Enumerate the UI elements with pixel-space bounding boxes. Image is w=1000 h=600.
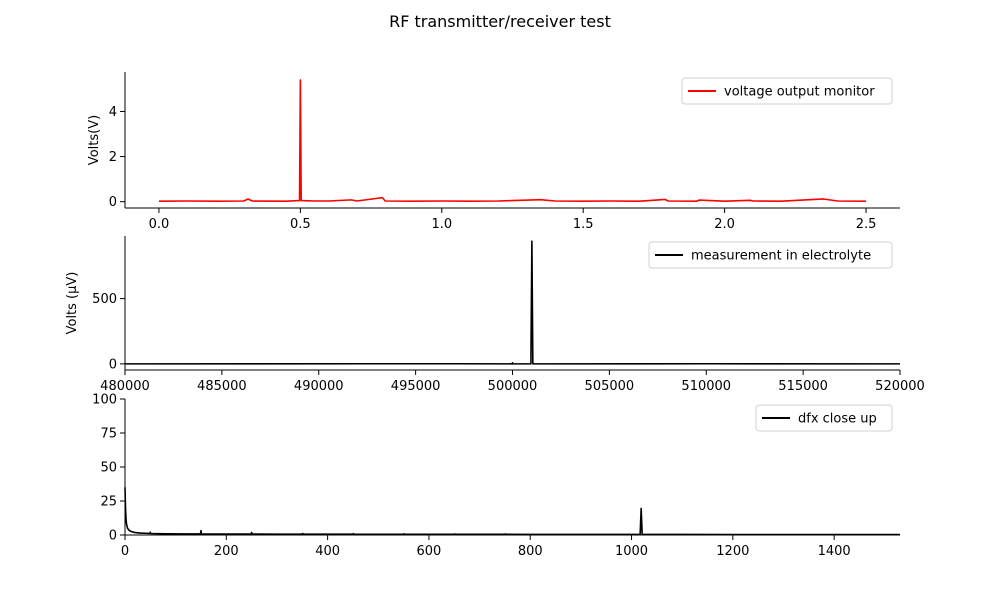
panel-voltage-output: 0.0 0.5 1.0 1.5 2.0 2.5 0 2 4 Volts(V) voltage out… <box>87 72 900 232</box>
x-tick-label: 1.5 <box>573 217 594 232</box>
y-tick-label: 4 <box>109 105 117 120</box>
x-tick-label: 800 <box>518 544 543 559</box>
legend: voltage output monitor <box>681 77 893 105</box>
x-tick-label: 400 <box>315 544 340 559</box>
series-line-dfx-close-up-0 <box>124 487 900 536</box>
y-tick-label: 500 <box>92 292 117 307</box>
y-axis-label: Volts(V) <box>87 115 102 165</box>
x-tick-label: 2.0 <box>714 217 735 232</box>
x-tick-label: 0.0 <box>149 217 170 232</box>
legend-label: dfx close up <box>798 412 877 427</box>
legend-label: voltage output monitor <box>724 85 875 100</box>
x-tick-label: 505000 <box>585 379 635 394</box>
x-tick-label: 515000 <box>778 379 828 394</box>
panel-dfx-close-up: 0 200 400 600 800 1000 1200 1400 0 25 50 75 100 dfx c… <box>92 393 900 559</box>
x-tick-label: 1.0 <box>431 217 452 232</box>
y-tick-label: 2 <box>109 150 117 165</box>
x-tick-label: 600 <box>417 544 442 559</box>
legend: dfx close up <box>755 404 893 432</box>
y-tick-label: 50 <box>100 461 117 476</box>
x-tick-label: 485000 <box>197 379 247 394</box>
y-tick-label: 75 <box>100 427 117 442</box>
legend-frame <box>681 77 893 105</box>
legend: measurement in electrolyte <box>648 241 893 269</box>
x-tick-label: 1400 <box>818 544 851 559</box>
x-tick-label: 0 <box>121 544 129 559</box>
y-axis-label: Volts (μV) <box>65 272 80 335</box>
x-tick-label: 1200 <box>716 544 749 559</box>
series-line-electrolyte-measurement-0 <box>124 240 901 365</box>
x-tick-label: 1000 <box>615 544 648 559</box>
x-tick-label: 495000 <box>391 379 441 394</box>
x-tick-label: 2.5 <box>856 217 877 232</box>
x-tick-label: 200 <box>214 544 239 559</box>
y-tick-label: 0 <box>109 357 117 372</box>
series-line-voltage-output-0 <box>158 79 867 203</box>
y-tick-label: 0 <box>109 195 117 210</box>
figure-title: RF transmitter/receiver test <box>389 12 611 31</box>
x-tick-label: 520000 <box>875 379 925 394</box>
y-tick-label: 100 <box>92 393 117 408</box>
x-tick-label: 510000 <box>681 379 731 394</box>
y-tick-label: 25 <box>100 495 117 510</box>
legend-label: measurement in electrolyte <box>691 249 871 264</box>
x-tick-label: 480000 <box>100 379 150 394</box>
panel-electrolyte-measurement: 480000 485000 490000 495000 500000 505000 5100… <box>65 236 925 394</box>
legend-frame <box>648 241 893 269</box>
x-tick-label: 500000 <box>488 379 538 394</box>
y-tick-label: 0 <box>109 529 117 544</box>
x-tick-label: 490000 <box>294 379 344 394</box>
x-tick-label: 0.5 <box>290 217 311 232</box>
legend-frame <box>755 404 893 432</box>
